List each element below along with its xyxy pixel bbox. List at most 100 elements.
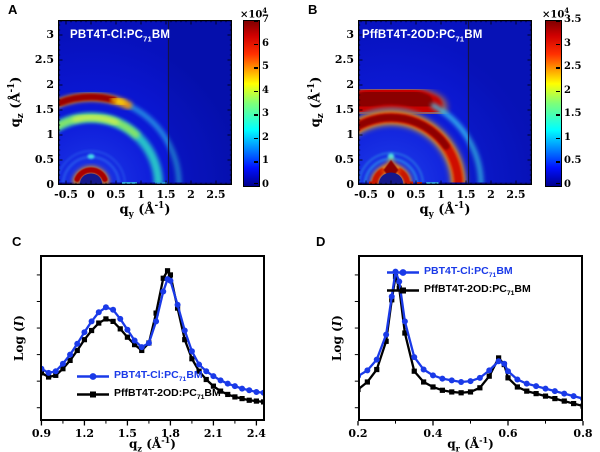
tick-label: 0.6 [498, 427, 518, 440]
tick-label: 2.5 [34, 53, 54, 66]
tick-label: 1.5 [334, 103, 354, 116]
tick-label: 1.5 [156, 188, 176, 201]
in-plane-linecut [354, 255, 584, 426]
tick-label: 4 [262, 84, 269, 96]
legend-label: PffBT4T-2OD:PC71BM [114, 386, 221, 402]
tick-label: 2 [346, 78, 354, 91]
legend-item: PffBT4T-2OD:PC71BM [76, 386, 221, 402]
tick-label: 2 [564, 84, 571, 96]
legend-label: PBT4T-Cl:PC71BM [424, 264, 513, 280]
colorbar-tick [556, 114, 560, 116]
tick-label: 7 [262, 14, 269, 25]
square-marker-swatch [387, 287, 419, 293]
tick-label: 0.5 [406, 188, 426, 201]
panel-d-legend: PBT4T-Cl:PC71BM PffBT4T-2OD:PC71BM [386, 264, 531, 300]
colorbar-b [545, 20, 562, 187]
tick-label: 0 [262, 179, 269, 190]
panel-a-title: PBT4T-Cl:PC71BM [70, 29, 171, 44]
colorbar-tick [254, 21, 258, 23]
tick-label: 0.5 [34, 153, 54, 166]
colorbar-tick [254, 161, 258, 163]
tick-label: 2 [187, 188, 195, 201]
legend-swatch-blue [386, 267, 420, 278]
tick-label: 0.5 [564, 155, 582, 167]
tick-label: -0.5 [54, 188, 78, 201]
colorbar-a [243, 20, 260, 187]
panel-b-title: PffBT4T-2OD:PC71BM [362, 29, 483, 44]
tick-label: 0.5 [106, 188, 126, 201]
panel-c-yaxis-label: Log (I) [12, 315, 26, 361]
tick-label: 3.5 [564, 14, 582, 25]
tick-label: 0 [46, 178, 54, 191]
square-marker-swatch [77, 391, 109, 397]
tick-label: 1 [46, 128, 54, 141]
tick-label: 2.5 [506, 188, 526, 201]
colorbar-tick [254, 114, 258, 116]
legend-swatch-black [76, 389, 110, 400]
colorbar-tick [556, 90, 560, 93]
panel-label-a: A [8, 2, 18, 17]
tick-label: 2 [487, 188, 495, 201]
out-of-plane-linecut [36, 255, 265, 426]
tick-label: 2 [46, 78, 54, 91]
panel-b-xaxis-label: qy (Å-1) [419, 201, 471, 220]
tick-label: 2.4 [246, 427, 266, 440]
tick-label: 1 [137, 188, 145, 201]
colorbar-tick [556, 137, 560, 140]
legend-label: PffBT4T-2OD:PC71BM [424, 282, 531, 298]
legend-swatch-black [386, 285, 420, 296]
tick-label: 1 [564, 131, 571, 143]
tick-label: 5 [262, 61, 269, 73]
colorbar-tick [556, 43, 560, 45]
panel-c-legend: PBT4T-Cl:PC71BM PffBT4T-2OD:PC71BM [76, 368, 221, 404]
panel-d-yaxis-label: Log (I) [330, 315, 344, 361]
colorbar-a-scale: ×104 [240, 6, 268, 21]
tick-label: 1.5 [34, 103, 54, 116]
tick-label: 0.4 [423, 427, 443, 440]
colorbar-b-scale: ×104 [542, 6, 570, 21]
tick-label: 2.5 [206, 188, 226, 201]
legend-item: PBT4T-Cl:PC71BM [386, 264, 531, 280]
tick-label: 1.5 [564, 108, 582, 120]
tick-label: 2.5 [334, 53, 354, 66]
colorbar-tick [254, 137, 258, 140]
giwaxs-map-b [358, 20, 532, 185]
circle-marker-swatch [77, 372, 109, 380]
tick-label: 0 [346, 178, 354, 191]
giwaxs-pbt4t-cl [58, 20, 232, 185]
colorbar-tick [556, 183, 560, 185]
panel-label-b: B [308, 2, 318, 17]
linecut-chart-d [353, 255, 588, 431]
panel-d-xaxis-label: qr (Å-1) [447, 435, 494, 452]
tick-label: 3 [564, 37, 571, 49]
tick-label: 2 [262, 131, 269, 143]
tick-label: 0 [87, 188, 95, 201]
colorbar-tick [556, 67, 560, 69]
panel-c-xaxis-label: qz (Å-1) [129, 435, 176, 452]
colorbar-tick [254, 67, 258, 69]
legend-label: PBT4T-Cl:PC71BM [114, 368, 203, 384]
colorbar-tick [556, 21, 560, 23]
tick-label: 0.8 [573, 427, 593, 440]
linecut-chart-c [35, 255, 270, 431]
panel-label-d: D [316, 234, 326, 249]
tick-label: 0.2 [348, 427, 368, 440]
giwaxs-map-a [58, 20, 232, 185]
tick-label: 2.5 [564, 61, 582, 73]
giwaxs-pffbt4t-2od [358, 20, 532, 185]
tick-label: -0.5 [354, 188, 378, 201]
tick-label: 0.5 [334, 153, 354, 166]
panel-a-xaxis-label: qy (Å-1) [119, 201, 171, 220]
panel-a-yaxis-label: qz (Å-1) [7, 76, 26, 128]
tick-label: 0 [564, 179, 571, 190]
tick-label: 0.9 [31, 427, 51, 440]
panel-b-yaxis-label: qz (Å-1) [307, 76, 326, 128]
legend-swatch-blue [76, 371, 110, 382]
colorbar-tick [254, 183, 258, 185]
tick-label: 1 [346, 128, 354, 141]
colorbar-tick [254, 43, 258, 45]
panel-label-c: C [12, 234, 22, 249]
legend-item: PffBT4T-2OD:PC71BM [386, 282, 531, 298]
circle-marker-swatch [387, 268, 419, 276]
